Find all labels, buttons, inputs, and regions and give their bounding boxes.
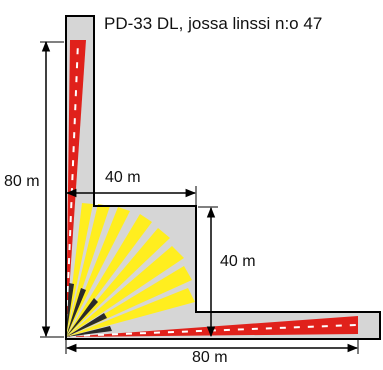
long-range-beam-vertical	[66, 40, 86, 337]
dimension-label-left: 80 m	[4, 173, 40, 190]
near-zone-fan	[66, 283, 112, 337]
wide-angle-fan	[66, 203, 195, 337]
diagram-title: PD-33 DL, jossa linssi n:o 47	[104, 14, 323, 33]
beam-center-line-vertical	[65, 41, 79, 335]
dimension-label-top: 40 m	[105, 169, 141, 186]
dimension-label-bottom: 80 m	[192, 349, 228, 366]
room-outline	[65, 15, 381, 340]
dimension-label-right: 40 m	[220, 253, 256, 270]
